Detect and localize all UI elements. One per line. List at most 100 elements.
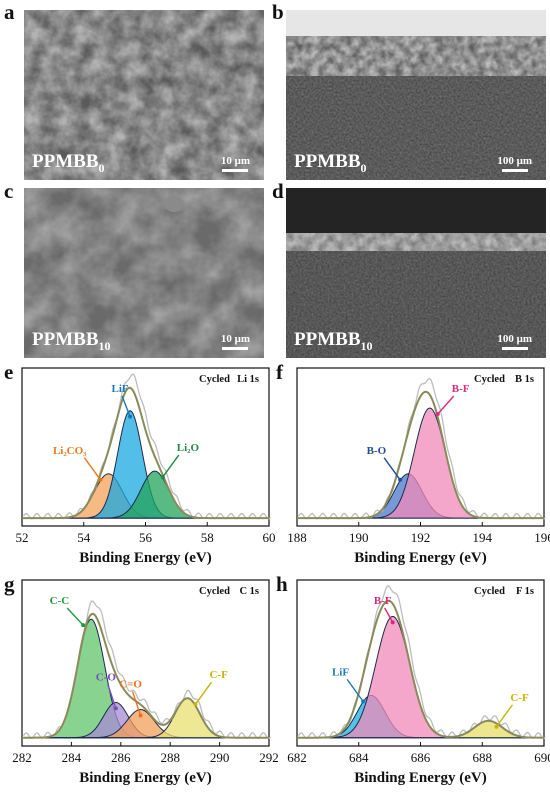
x-axis-label: Binding Energy (eV): [354, 550, 487, 566]
peak-label: C=O: [119, 678, 142, 690]
annotation-cycled: Cycled: [199, 374, 230, 385]
x-tick-label: 188: [287, 530, 307, 545]
annotation-core-level: C 1s: [239, 586, 259, 597]
plot-frame: [21, 579, 270, 747]
peak-arrow-head: [138, 713, 143, 718]
x-tick-label: 288: [160, 750, 180, 765]
x-tick-label: 60: [263, 530, 276, 545]
x-tick-label: 194: [473, 530, 493, 545]
peak-label: C-F: [209, 669, 228, 681]
sample-label-a: PPMBB0: [32, 151, 105, 175]
peak-arrow-head: [128, 414, 133, 419]
peak-label: Li₂O: [177, 442, 200, 454]
panel-letter-f: f: [276, 360, 283, 384]
xps-chart-f: 188 190 192 194 196 Binding Energy (eV) Cycled…: [275, 364, 550, 574]
x-tick-label: 58: [201, 530, 214, 545]
xps-chart-g: 282 284 286 288 290 292 Binding Energy (eV) Cyc…: [0, 576, 279, 794]
x-tick-label: 284: [62, 750, 82, 765]
annotation-core-level: Li 1s: [237, 374, 259, 385]
sample-label-d: PPMBB10: [294, 329, 373, 353]
xps-b1s-chart: 188 190 192 194 196 Binding Energy (eV) Cycled…: [287, 367, 550, 566]
annotation-cycled: Cycled: [199, 586, 230, 597]
peak-arrow: [131, 691, 142, 716]
annotation-core-level: B 1s: [515, 374, 534, 385]
panel-letter-d: d: [272, 179, 284, 203]
x-tick-label: 286: [111, 750, 131, 765]
peak-label: B-F: [452, 383, 470, 395]
peak-b-f: [297, 407, 544, 519]
xps-f1s-chart: 682 684 686 688 690 Binding Energy (eV) Cycled…: [287, 579, 550, 786]
peak-arrow: [107, 684, 117, 709]
peak-arrow-head: [435, 411, 440, 416]
fit-envelope-line: [297, 599, 544, 739]
xps-chart-h: 682 684 686 688 690 Binding Energy (eV) Cycled…: [275, 576, 550, 794]
sem-image-a: PPMBB0 10 μm: [24, 10, 264, 180]
x-tick-label: 686: [411, 750, 431, 765]
peak-label: C-O: [96, 671, 117, 683]
sem-image-b: PPMBB0 100 μm: [286, 10, 546, 180]
peak-arrow: [437, 395, 455, 415]
panel-letter-e: e: [4, 360, 14, 384]
x-tick-label: 684: [349, 750, 369, 765]
x-tick-label: 282: [12, 750, 32, 765]
xps-li1s-chart: 52 54 56 58 60 Binding Energy (eV) Cycled Li 1s…: [16, 367, 276, 566]
peak-label: LiF: [112, 383, 129, 395]
sem-texture-rough: [24, 10, 264, 180]
scale-bar-d: 100 μm: [497, 333, 532, 350]
sample-label-b: PPMBB0: [294, 151, 367, 175]
sem-texture-smooth: [24, 188, 264, 358]
sem-texture-cross-thick: [286, 10, 546, 180]
panel-letter-c: c: [4, 179, 14, 203]
fit-envelope-line: [297, 390, 544, 520]
x-tick-label: 290: [210, 750, 230, 765]
sample-label-c: PPMBB10: [32, 329, 111, 353]
x-axis-label: Binding Energy (eV): [79, 550, 212, 566]
peak-arrow: [83, 457, 102, 481]
fit-envelope-line: [22, 386, 269, 520]
x-tick-label: 54: [77, 530, 91, 545]
peak-label: LiF: [332, 666, 349, 678]
x-tick-label: 196: [534, 530, 550, 545]
xps-chart-e: 52 54 56 58 60 Binding Energy (eV) Cycled Li 1s…: [0, 364, 276, 574]
peak-arrow: [66, 607, 84, 626]
peak-arrow: [194, 681, 213, 705]
peak-arrow-head: [398, 477, 403, 482]
panel-letter-g: g: [4, 572, 15, 596]
x-tick-label: 292: [259, 750, 279, 765]
peak-arrow: [495, 704, 513, 728]
peak-arrow-head: [361, 699, 366, 704]
peak-arrow-head: [193, 702, 198, 707]
x-tick-label: 682: [287, 750, 307, 765]
scale-bar-c: 10 μm: [221, 333, 250, 350]
peak-label: C-C: [50, 595, 70, 607]
peak-label: C-F: [510, 692, 529, 704]
sem-image-c: PPMBB10 10 μm: [24, 188, 264, 358]
x-tick-label: 688: [473, 750, 493, 765]
peak-arrow-head: [113, 706, 118, 711]
x-axis-label: Binding Energy (eV): [354, 770, 487, 786]
x-tick-label: 192: [411, 530, 431, 545]
peak-arrow-head: [160, 475, 165, 480]
peak-arrow: [162, 454, 180, 478]
peak-label: B-O: [367, 445, 387, 457]
peak-label: Li₂CO₃: [53, 445, 87, 457]
panel-letter-h: h: [276, 572, 288, 596]
scale-bar-b: 100 μm: [497, 155, 532, 172]
xps-c1s-chart: 282 284 286 288 290 292 Binding Energy (eV) Cyc…: [12, 579, 279, 786]
x-tick-label: 56: [139, 530, 153, 545]
fit-envelope-line: [22, 612, 269, 739]
sem-image-d: PPMBB10 100 μm: [286, 188, 546, 358]
peak-arrow: [346, 678, 364, 702]
peak-arrow: [121, 395, 131, 417]
scale-bar-a: 10 μm: [221, 155, 250, 172]
peak-arrow-head: [81, 623, 86, 628]
annotation-cycled: Cycled: [474, 586, 505, 597]
annotation-core-level: F 1s: [516, 586, 534, 597]
x-tick-label: 690: [534, 750, 550, 765]
annotation-cycled: Cycled: [474, 374, 505, 385]
x-tick-label: 52: [16, 530, 29, 545]
peak-label: B-F: [374, 595, 392, 607]
peak-arrow: [384, 607, 394, 623]
peak-arrow-head: [494, 724, 499, 729]
panel-letter-a: a: [4, 0, 15, 24]
